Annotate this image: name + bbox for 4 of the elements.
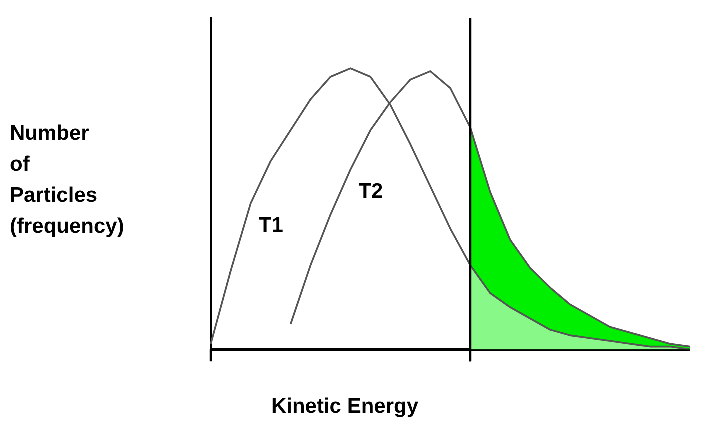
series-label: T1 [258,214,284,237]
y-axis-title: Number of Particles (frequency) [10,121,124,240]
x-axis-title: Kinetic Energy [270,395,420,419]
series-label: T2 [358,180,384,204]
